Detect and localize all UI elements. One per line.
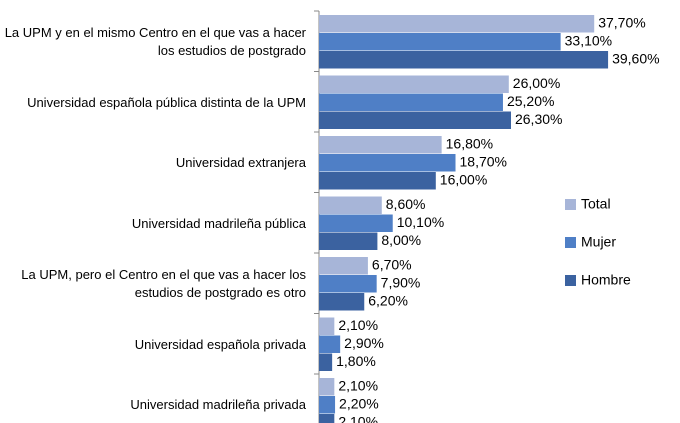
category-label: Universidad madrileña privada bbox=[130, 397, 306, 412]
bar bbox=[319, 75, 509, 93]
bar bbox=[319, 335, 341, 353]
bar bbox=[319, 172, 436, 190]
legend-swatch bbox=[565, 199, 576, 210]
value-label: 2,10% bbox=[338, 414, 378, 423]
value-label: 2,20% bbox=[339, 396, 379, 412]
bar bbox=[319, 111, 511, 129]
value-label: 8,00% bbox=[381, 232, 421, 248]
value-label: 2,90% bbox=[344, 335, 384, 351]
bar bbox=[319, 378, 335, 396]
bar bbox=[319, 257, 368, 275]
bar bbox=[319, 414, 335, 423]
value-label: 2,10% bbox=[338, 317, 378, 333]
bar bbox=[319, 154, 456, 172]
legend-label: Hombre bbox=[581, 272, 631, 288]
bar bbox=[319, 353, 333, 371]
value-label: 7,90% bbox=[381, 275, 421, 291]
value-label: 26,30% bbox=[515, 111, 562, 127]
value-label: 2,10% bbox=[338, 378, 378, 394]
bar bbox=[319, 317, 335, 335]
legend-swatch bbox=[565, 275, 576, 286]
value-label: 8,60% bbox=[386, 196, 426, 212]
bar bbox=[319, 136, 442, 154]
legend-label: Mujer bbox=[581, 234, 616, 250]
value-label: 18,70% bbox=[460, 154, 507, 170]
value-label: 37,70% bbox=[598, 15, 645, 31]
bar bbox=[319, 232, 378, 250]
value-label: 33,10% bbox=[565, 33, 612, 49]
bar bbox=[319, 196, 382, 214]
category-label: Universidad española privada bbox=[134, 336, 306, 352]
category-label: Universidad extranjera bbox=[175, 155, 306, 170]
value-label: 16,00% bbox=[440, 172, 487, 188]
category-label: Universidad madrileña pública bbox=[131, 215, 306, 231]
bar bbox=[319, 214, 393, 232]
value-label: 6,70% bbox=[372, 257, 412, 273]
bar bbox=[319, 93, 503, 111]
value-label: 39,60% bbox=[612, 51, 659, 67]
category-label: La UPM y en el mismo Centro en el que va… bbox=[4, 25, 306, 58]
bar bbox=[319, 293, 365, 311]
legend-label: Total bbox=[581, 196, 611, 212]
bar bbox=[319, 396, 336, 414]
value-label: 6,20% bbox=[368, 293, 408, 309]
bar bbox=[319, 51, 609, 69]
legend-swatch bbox=[565, 237, 576, 248]
value-label: 16,80% bbox=[446, 136, 493, 152]
category-label: Universidad española pública distinta de… bbox=[27, 94, 306, 110]
value-label: 25,20% bbox=[507, 93, 554, 109]
bar bbox=[319, 33, 561, 51]
value-label: 26,00% bbox=[513, 75, 560, 91]
bar bbox=[319, 275, 377, 293]
value-label: 10,10% bbox=[397, 214, 444, 230]
category-label: La UPM, pero el Centro en el que vas a h… bbox=[21, 267, 306, 300]
value-label: 1,80% bbox=[336, 353, 376, 369]
bar bbox=[319, 15, 595, 33]
